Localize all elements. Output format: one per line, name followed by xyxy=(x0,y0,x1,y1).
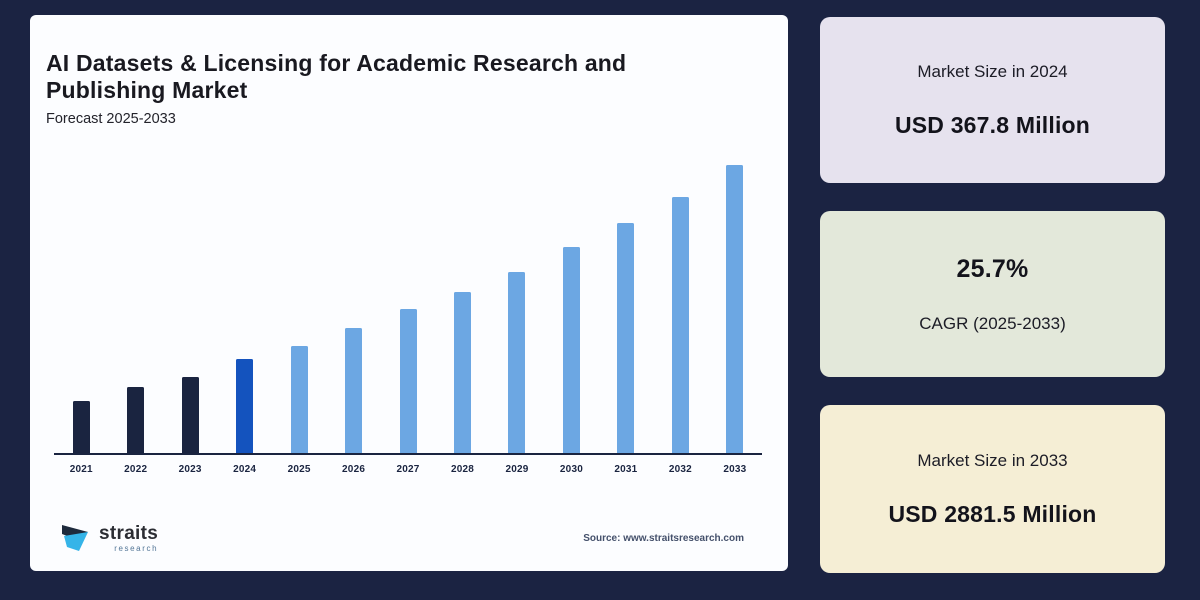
bar-2025 xyxy=(290,346,308,453)
forecast-subtitle: Forecast 2025-2033 xyxy=(46,111,176,127)
x-axis-label-2027: 2027 xyxy=(396,464,420,475)
stat-card-market-2033: Market Size in 2033 USD 2881.5 Million xyxy=(820,405,1165,573)
card-footer: straits research Source: www.straitsrese… xyxy=(58,521,744,555)
bar-2033 xyxy=(726,165,744,453)
bar-series: 2021 2022 2023 2024 2025 2026 2027 2028 2029 2030… xyxy=(54,165,762,475)
bar-2028 xyxy=(454,292,472,453)
bar-column-2031: 2031 xyxy=(599,165,653,475)
bar-column-2028: 2028 xyxy=(435,165,489,475)
bar-column-2032: 2032 xyxy=(653,165,707,475)
bar-column-2027: 2027 xyxy=(381,165,435,475)
straits-research-logo: straits research xyxy=(58,521,158,555)
x-axis-label-2033: 2033 xyxy=(723,464,747,475)
stat-label-2024: Market Size in 2024 xyxy=(917,61,1068,81)
x-axis-label-2032: 2032 xyxy=(668,464,692,475)
bar-2031 xyxy=(617,223,635,453)
page-title: AI Datasets & Licensing for Academic Res… xyxy=(46,50,627,104)
x-axis-label-2031: 2031 xyxy=(614,464,638,475)
bar-column-2026: 2026 xyxy=(326,165,380,475)
chart-panel: AI Datasets & Licensing for Academic Res… xyxy=(30,15,788,571)
bar-column-2025: 2025 xyxy=(272,165,326,475)
bar-chart: 2021 2022 2023 2024 2025 2026 2027 2028 2029 2030… xyxy=(54,165,762,475)
stat-label-2033: Market Size in 2033 xyxy=(917,450,1068,470)
logo-arrow-icon xyxy=(62,525,88,551)
bar-2027 xyxy=(399,309,417,453)
bar-2026 xyxy=(345,328,363,453)
x-axis-label-2023: 2023 xyxy=(178,464,202,475)
x-axis-label-2025: 2025 xyxy=(287,464,311,475)
bar-2030 xyxy=(562,247,580,453)
bar-column-2024: 2024 xyxy=(217,165,271,475)
bar-column-2030: 2030 xyxy=(544,165,598,475)
x-axis-label-2029: 2029 xyxy=(505,464,529,475)
bar-column-2022: 2022 xyxy=(108,165,162,475)
x-axis-label-2028: 2028 xyxy=(450,464,475,475)
logo-name: straits xyxy=(99,522,159,544)
x-axis-label-2026: 2026 xyxy=(342,464,366,475)
logo-text: straits research xyxy=(99,524,158,553)
bar-column-2021: 2021 xyxy=(54,165,108,475)
bar-2023 xyxy=(181,377,199,453)
x-axis-label-2024: 2024 xyxy=(233,464,257,475)
stat-value-2033: USD 2881.5 Million xyxy=(888,500,1097,527)
stat-label-cagr: CAGR (2025-2033) xyxy=(919,313,1066,333)
stat-card-market-2024: Market Size in 2024 USD 367.8 Million xyxy=(820,17,1165,183)
bar-column-2033: 2033 xyxy=(708,165,762,475)
x-axis-label-2030: 2030 xyxy=(559,464,583,475)
bar-2029 xyxy=(508,272,526,453)
logo-subname: research xyxy=(114,543,159,553)
bar-2021 xyxy=(72,401,90,453)
x-axis-label-2021: 2021 xyxy=(69,464,93,475)
bar-2022 xyxy=(127,387,145,453)
x-axis-label-2022: 2022 xyxy=(124,464,148,475)
stats-column: Market Size in 2024 USD 367.8 Million 25… xyxy=(820,17,1165,573)
stat-value-cagr: 25.7% xyxy=(956,254,1029,283)
stat-value-2024: USD 367.8 Million xyxy=(894,111,1091,138)
bar-2024 xyxy=(236,359,254,453)
bar-2032 xyxy=(671,197,689,453)
bar-column-2029: 2029 xyxy=(490,165,544,475)
stat-card-cagr: 25.7% CAGR (2025-2033) xyxy=(820,211,1165,377)
x-axis-line xyxy=(54,453,762,455)
bar-column-2023: 2023 xyxy=(163,165,217,475)
source-attribution: Source: www.straitsresearch.com xyxy=(583,532,744,544)
